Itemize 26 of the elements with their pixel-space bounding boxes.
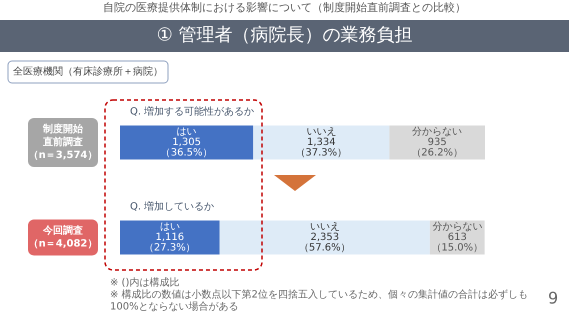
annotation: Q. 増加する可能性があるか: [130, 106, 254, 118]
series-label: はい: [176, 126, 197, 138]
bar: [120, 220, 220, 254]
text: 全医療機関（有床診療所＋病院）: [13, 66, 163, 78]
text: 9: [548, 288, 558, 308]
data-label: 1,334 （37.3%）: [295, 137, 348, 158]
y-tick-label: 今回調査（n＝4,082）: [28, 224, 98, 250]
data-label: 935 （26.2%）: [411, 137, 464, 158]
text: ※ ()内は構成比: [110, 276, 180, 288]
chart-subtitle: 自院の医療提供体制における影響について（制度開始直前調査との比較）: [103, 1, 466, 14]
series-label: いいえ: [306, 126, 336, 138]
bar: [253, 126, 390, 160]
data-label: 1,116 （27.3%）: [144, 232, 196, 254]
text: 分からない: [432, 222, 482, 232]
data-label: 2,353 （57.6%）: [298, 232, 351, 254]
series-label: 分からない: [412, 126, 462, 138]
annotation: Q. 増加しているか: [130, 200, 214, 212]
y-tick-label: 制度開始直前調査（n＝3,574）: [28, 123, 98, 161]
text: いいえ: [310, 222, 340, 232]
data-label: 613 （15.0%）: [431, 232, 484, 254]
data-label: 1,305 （36.5%）: [160, 137, 213, 158]
chart-title: ① 管理者（病院長）の業務負担: [156, 24, 412, 46]
bar: [120, 126, 254, 160]
text: はい: [160, 222, 180, 232]
bar: [220, 220, 430, 254]
text: ※ 構成比の数値は小数点以下第2位を四捨五入しているため、個々の集計値の合計は必ずしも100%とならない場合がある: [110, 288, 528, 312]
